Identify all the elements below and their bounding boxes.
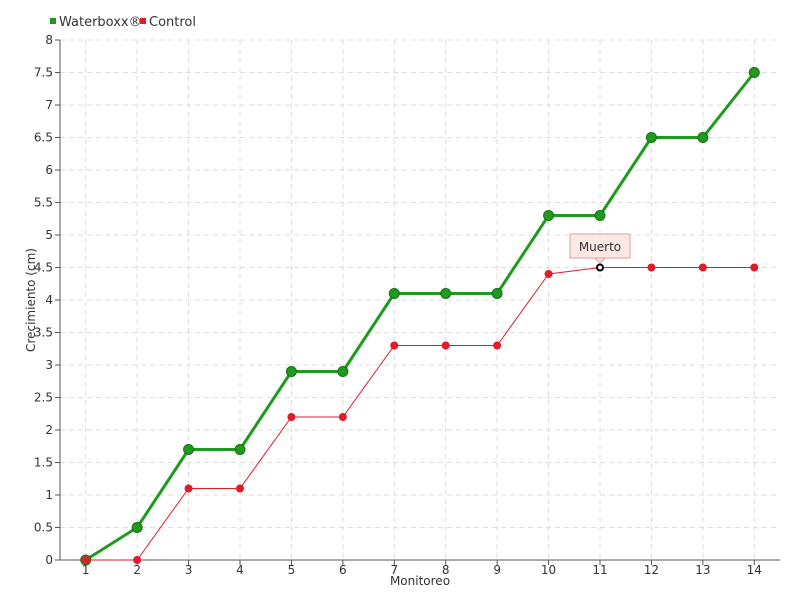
annotation-tooltip: Muerto	[569, 233, 631, 264]
data-point[interactable]	[596, 263, 604, 272]
grid	[60, 39, 780, 560]
data-point[interactable]	[133, 556, 142, 564]
x-tick-label: 7	[390, 563, 398, 577]
y-tick-label: 7	[45, 98, 53, 112]
data-point[interactable]	[594, 210, 606, 221]
data-point[interactable]	[440, 288, 452, 299]
data-point[interactable]	[491, 288, 503, 299]
y-tick-label: 2	[45, 423, 53, 437]
y-tick-label: 4.5	[34, 261, 53, 275]
y-tick-label: 2.5	[34, 391, 53, 405]
legend-swatch-control	[140, 18, 146, 24]
x-tick-label: 6	[339, 563, 347, 577]
data-point[interactable]	[697, 132, 709, 143]
axes: 00.511.522.533.544.555.566.577.581 2 3 4 5 6 7…	[34, 33, 780, 577]
x-tick-label: 14	[747, 563, 762, 577]
x-tick-label: 1	[82, 563, 90, 577]
legend-label-waterboxx[interactable]: Waterboxx®	[59, 15, 142, 30]
legend-swatch-waterboxx	[50, 18, 56, 24]
x-tick-label: 2	[133, 563, 141, 577]
data-point[interactable]	[748, 67, 760, 78]
y-tick-label: 7.5	[34, 66, 53, 80]
series-area	[80, 67, 760, 566]
x-tick-label: 5	[288, 563, 296, 577]
data-point[interactable]	[81, 556, 90, 564]
y-tick-label: 8	[45, 33, 53, 47]
y-tick-label: 6	[45, 163, 53, 177]
legend[interactable]: Waterboxx® Control	[50, 15, 196, 30]
series-control	[81, 263, 759, 564]
data-point[interactable]	[698, 263, 707, 272]
data-point[interactable]	[131, 522, 143, 533]
data-point[interactable]	[543, 210, 555, 221]
data-point[interactable]	[388, 288, 400, 299]
x-tick-label: 10	[541, 563, 556, 577]
x-tick-label: 13	[695, 563, 710, 577]
y-tick-label: 3.5	[34, 326, 53, 340]
data-point[interactable]	[287, 413, 296, 421]
y-tick-label: 0.5	[34, 521, 53, 535]
y-axis-title: Crecimiento (cm)	[24, 248, 38, 352]
series-line	[84, 71, 756, 562]
x-tick-label: 4	[236, 563, 244, 577]
y-tick-label: 3	[45, 358, 53, 372]
legend-label-control[interactable]: Control	[149, 15, 196, 30]
y-tick-label: 1	[45, 488, 53, 502]
tooltip-pointer	[593, 257, 607, 264]
data-point[interactable]	[184, 484, 193, 493]
data-point[interactable]	[234, 444, 246, 455]
x-tick-label: 3	[185, 563, 193, 577]
data-point[interactable]	[338, 413, 347, 421]
data-point[interactable]	[390, 341, 399, 350]
y-tick-label: 1.5	[34, 456, 53, 470]
x-axis-title: Monitoreo	[390, 574, 450, 588]
data-point[interactable]	[647, 263, 656, 272]
series-waterboxx	[80, 67, 760, 566]
y-tick-label: 5	[45, 228, 53, 242]
data-point[interactable]	[236, 484, 244, 493]
data-point[interactable]	[441, 341, 450, 350]
x-tick-label: 9	[493, 563, 501, 577]
series-line	[85, 267, 755, 561]
x-tick-label: 12	[644, 563, 659, 577]
x-tick-label: 8	[442, 563, 450, 577]
data-point[interactable]	[750, 263, 759, 272]
y-tick-label: 4	[45, 293, 53, 307]
y-tick-label: 0	[45, 553, 53, 567]
data-point[interactable]	[493, 341, 502, 350]
data-point[interactable]	[285, 366, 297, 377]
data-point[interactable]	[337, 366, 349, 377]
data-point[interactable]	[544, 270, 553, 278]
data-point[interactable]	[183, 444, 195, 455]
tooltip-text: Muerto	[579, 240, 621, 254]
data-point[interactable]	[645, 132, 657, 143]
y-tick-label: 5.5	[34, 196, 53, 210]
y-tick-label: 6.5	[34, 131, 53, 145]
x-tick-label: 11	[592, 563, 607, 577]
